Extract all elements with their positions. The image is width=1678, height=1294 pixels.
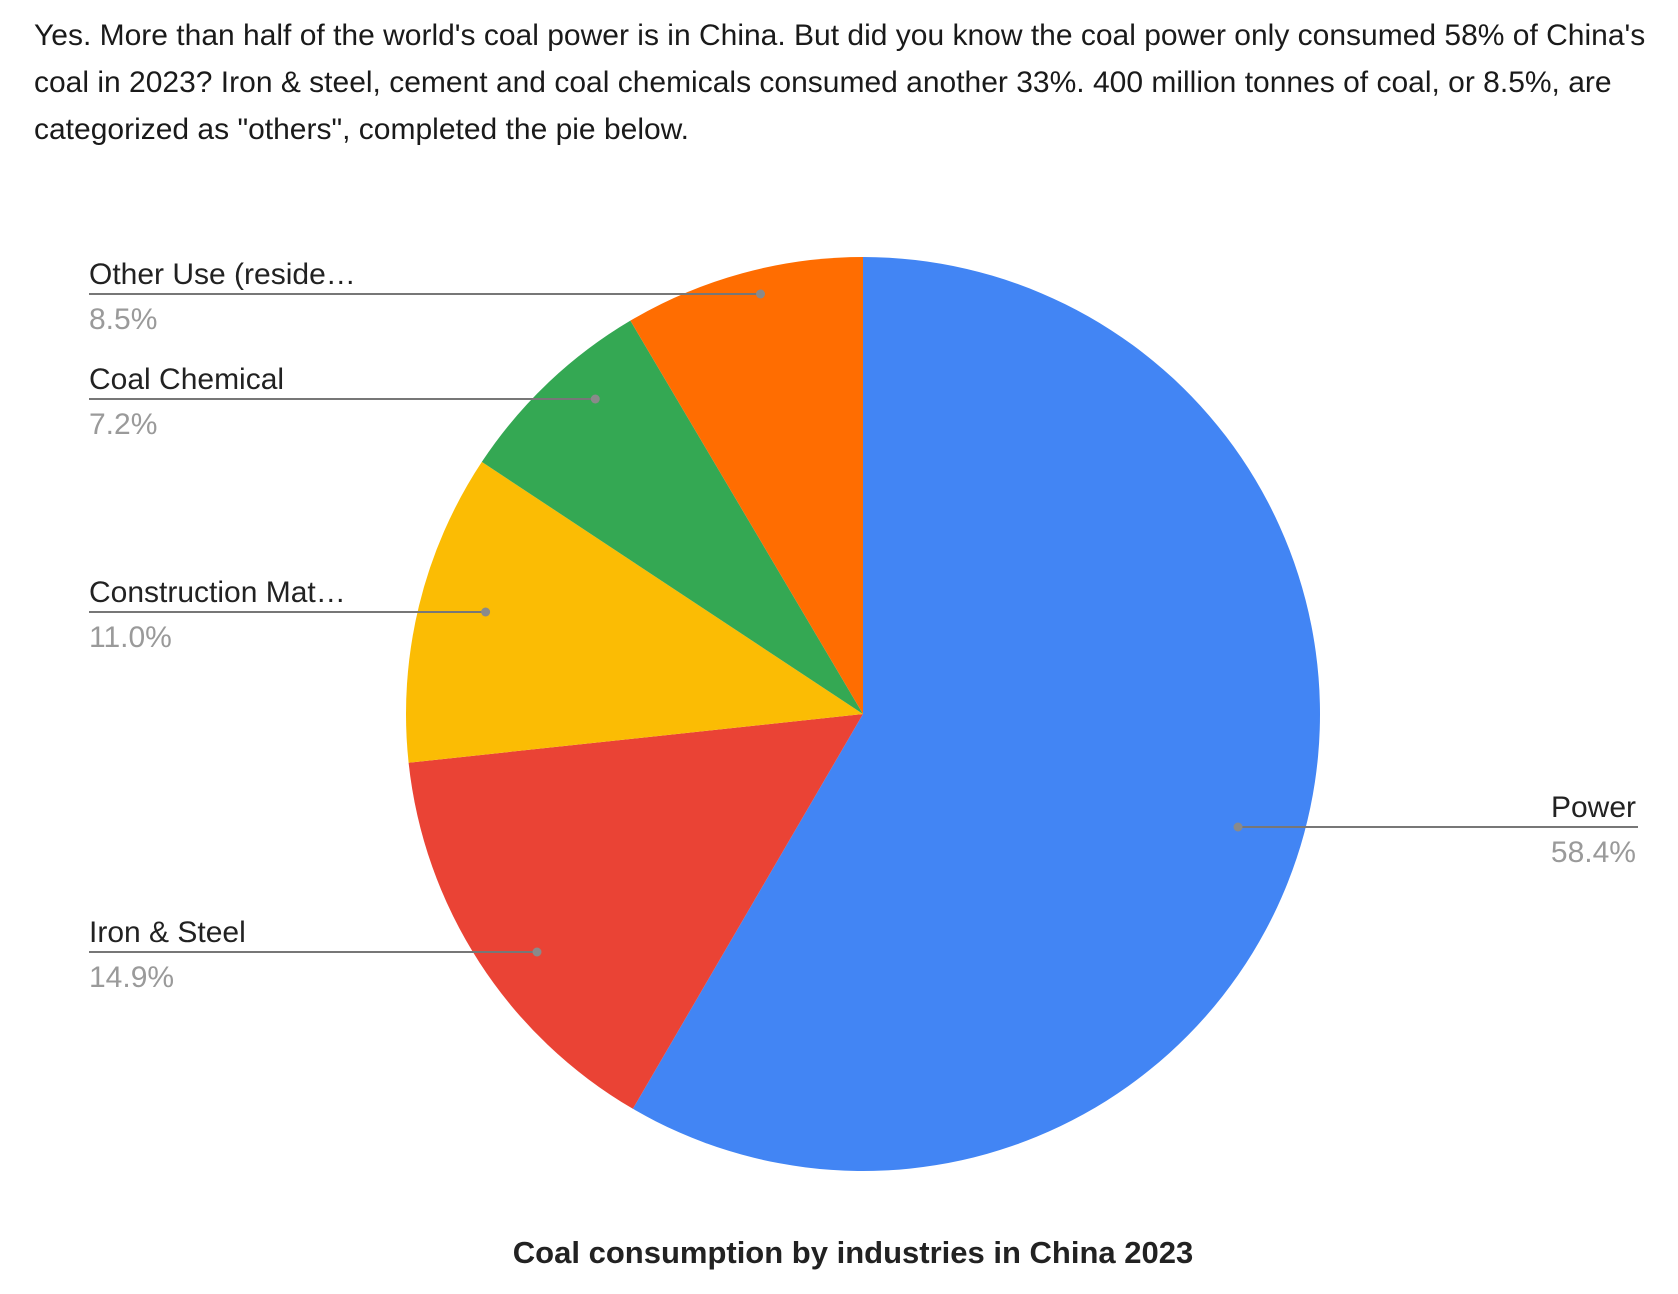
slice-value-label: 7.2% (89, 408, 157, 441)
callout-dot (756, 289, 765, 299)
pie-slice-iron-steel (408, 714, 863, 1109)
slice-value-label: 8.5% (89, 303, 157, 336)
callout-iron-steel: Iron & Steel 14.9% (89, 916, 542, 994)
callout-dot (481, 607, 491, 617)
pie-slice-construction-mat (405, 461, 863, 763)
callout-dot (590, 394, 600, 404)
pie-slice-coal-chemical (481, 320, 863, 714)
slice-label: Coal Chemical (89, 363, 284, 396)
callout-dot (1233, 822, 1243, 832)
slice-label: Iron & Steel (89, 916, 246, 949)
chart-title: Coal consumption by industries in China … (513, 1235, 1193, 1270)
pie-slice-other-use-reside (630, 257, 863, 714)
callout-coal-chemical: Coal Chemical 7.2% (89, 363, 600, 441)
slice-value-label: 58.4% (1551, 836, 1636, 869)
callout-dot (532, 947, 542, 957)
slice-label: Other Use (reside… (89, 258, 356, 291)
slice-value-label: 14.9% (89, 961, 174, 994)
pie-callouts: Power 58.4% Iron & Steel 14.9% Construction … (89, 258, 1638, 994)
slice-label: Construction Mat… (89, 576, 346, 609)
slice-label: Power (1551, 791, 1636, 824)
intro-paragraph: Yes. More than half of the world's coal … (34, 19, 1646, 146)
callout-construction-mat: Construction Mat… 11.0% (89, 576, 491, 654)
callout-power: Power 58.4% (1233, 791, 1638, 869)
pie-slices (405, 257, 1321, 1171)
pie-slice-power (632, 257, 1321, 1171)
callout-other-use-reside: Other Use (reside… 8.5% (89, 258, 765, 336)
slice-value-label: 11.0% (89, 621, 172, 654)
